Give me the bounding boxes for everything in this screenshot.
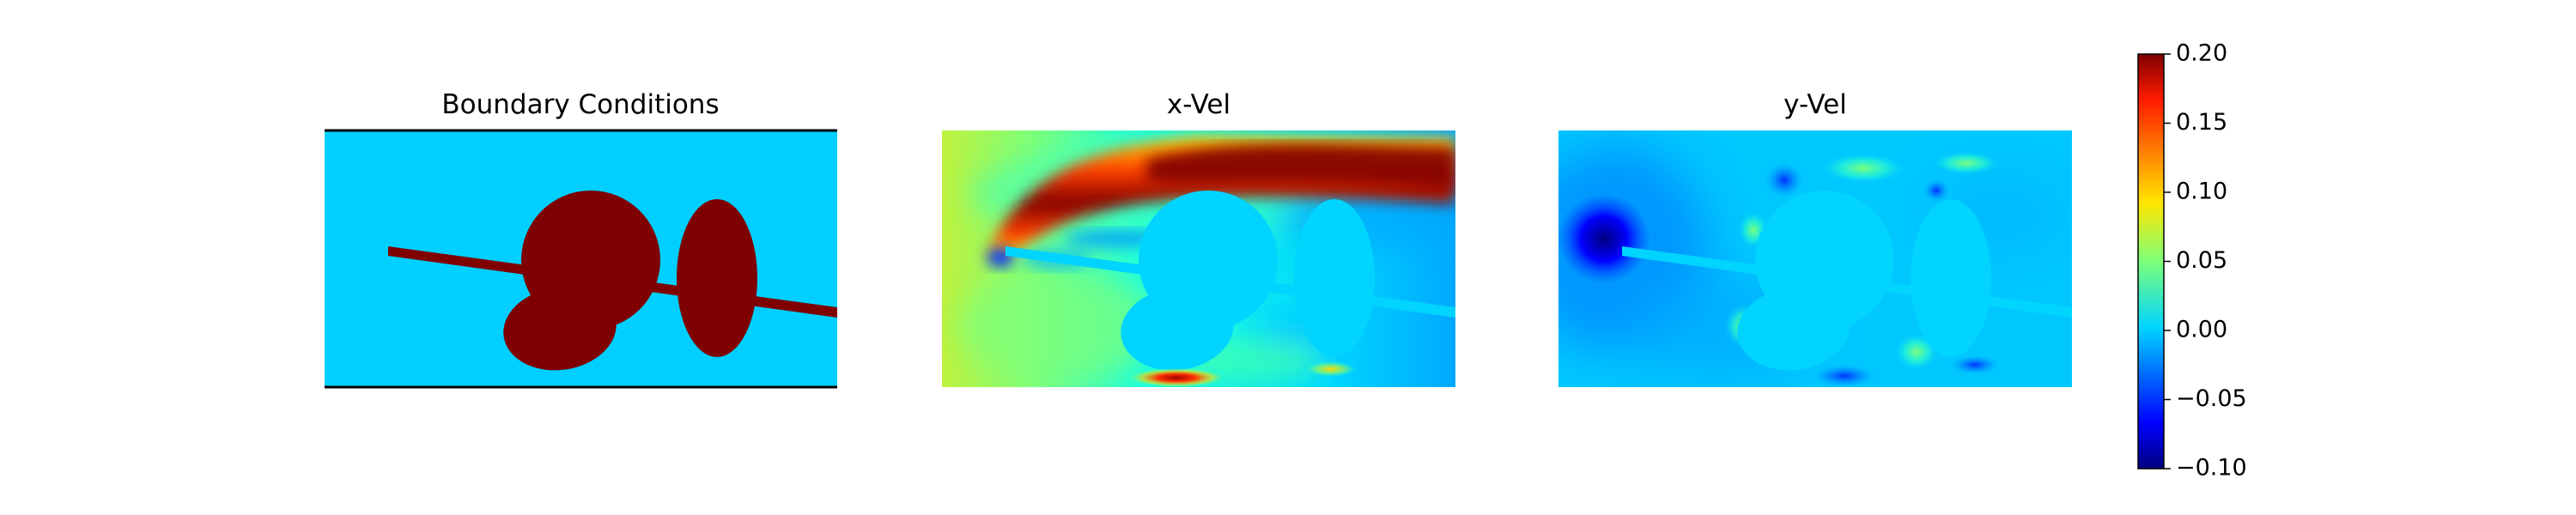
colorbar-ticks: 0.20 0.15 0.10 0.05 0.00 −0.05 −0.10 bbox=[2164, 40, 2247, 482]
x-vel-heatmap bbox=[942, 130, 1455, 387]
y-vel-stagnation-minimum bbox=[1558, 189, 1656, 288]
y-vel-panel: y-Vel bbox=[1558, 89, 2072, 387]
boundary-conditions-title: Boundary Conditions bbox=[441, 89, 719, 120]
y-vel-title: y-Vel bbox=[1783, 89, 1847, 120]
x-vel-panel: x-Vel bbox=[942, 89, 1455, 387]
colorbar-gradient bbox=[2137, 53, 2165, 470]
colorbar-tick-label: 0.00 bbox=[2176, 317, 2227, 343]
bc-obstacle-ellipse-lower bbox=[503, 287, 617, 371]
colorbar-tick-label: −0.10 bbox=[2176, 455, 2247, 482]
x-vel-title: x-Vel bbox=[1167, 89, 1230, 120]
boundary-conditions-panel: Boundary Conditions bbox=[325, 89, 837, 389]
colorbar-tick-label: 0.20 bbox=[2176, 40, 2227, 67]
y-vel-heatmap bbox=[1558, 130, 2072, 387]
colorbar-tick-label: 0.10 bbox=[2176, 179, 2227, 205]
bc-obstacles bbox=[388, 191, 837, 371]
colorbar: 0.20 0.15 0.10 0.05 0.00 −0.05 −0.10 bbox=[2137, 40, 2247, 482]
colorbar-tick-label: −0.05 bbox=[2176, 385, 2247, 412]
colorbar-tick-label: 0.15 bbox=[2176, 109, 2227, 136]
bc-obstacle-ellipse-right bbox=[677, 199, 757, 357]
colorbar-tick-label: 0.05 bbox=[2176, 247, 2227, 274]
